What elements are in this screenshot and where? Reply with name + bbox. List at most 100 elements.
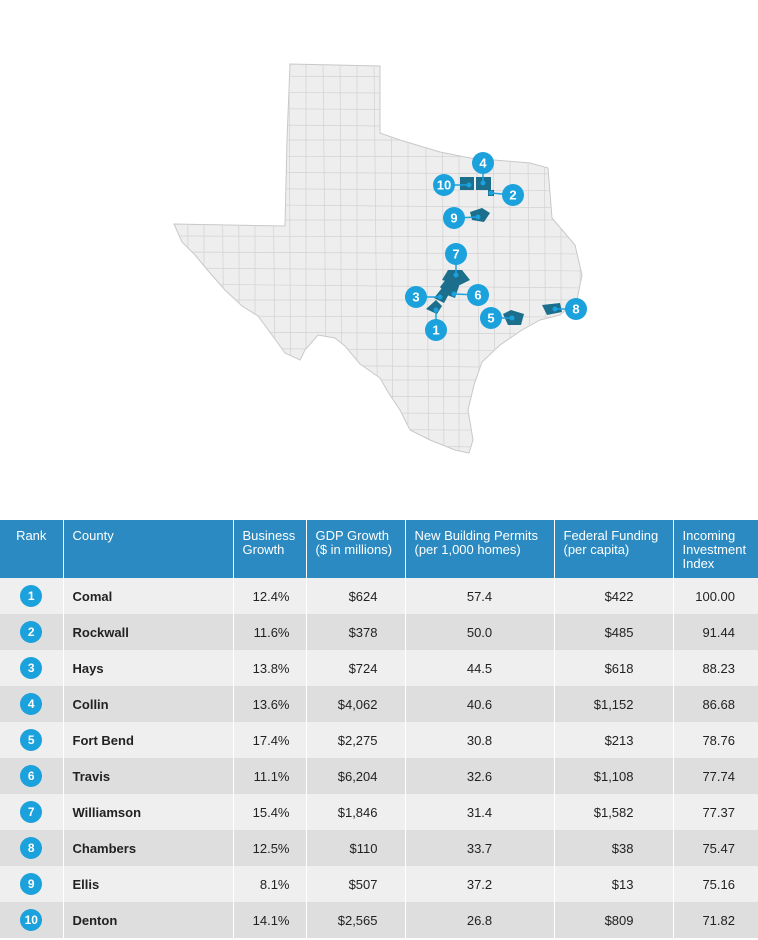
marker-badge [472,152,494,174]
marker-dot [453,272,459,278]
county-name: Fort Bend [63,722,234,758]
table-row: 7 Williamson 15.4% $1,846 31.4 $1,582 77… [0,794,758,830]
county-boundary [174,155,582,158]
investment-index-cell: 91.44 [673,614,758,650]
map-marker-travis: 6 [451,284,489,306]
rank-badge: 2 [20,621,43,643]
investment-index-cell: 75.47 [673,830,758,866]
rank-badge: 3 [20,657,43,679]
rank-badge: 1 [20,585,43,607]
header-federal-funding: Federal Funding (per capita) [554,520,674,578]
permits-cell: 31.4 [405,794,555,830]
map-marker-rockwall: 2 [488,184,524,206]
marker-rank-label: 8 [572,302,579,317]
federal-funding-cell: $485 [554,614,674,650]
county-boundary [174,411,582,415]
business-growth-cell: 17.4% [233,722,307,758]
gdp-growth-cell: $378 [306,614,406,650]
marker-rank-label: 1 [432,323,439,338]
gdp-growth-cell: $2,565 [306,902,406,938]
county-name: Denton [63,902,234,938]
gdp-growth-cell: $507 [306,866,406,902]
county-name: Travis [63,758,234,794]
marker-badge [425,319,447,341]
county-boundary [174,443,582,449]
rank-badge: 10 [20,909,43,931]
county-boundary [174,395,582,398]
federal-funding-cell: $809 [554,902,674,938]
permits-cell: 30.8 [405,722,555,758]
rank-badge: 5 [20,729,43,751]
table-row: 10 Denton 14.1% $2,565 26.8 $809 71.82 [0,902,758,938]
permits-cell: 50.0 [405,614,555,650]
table-row: 8 Chambers 12.5% $110 33.7 $38 75.47 [0,830,758,866]
table-row: 9 Ellis 8.1% $507 37.2 $13 75.16 [0,866,758,902]
permits-cell: 32.6 [405,758,555,794]
county-name: Ellis [63,866,234,902]
gdp-growth-cell: $2,275 [306,722,406,758]
texas-map: 1 2 3 4 5 6 7 8 9 10 [173,63,587,454]
business-growth-cell: 8.1% [233,866,307,902]
texas-outline [173,63,583,454]
marker-dot [475,214,481,220]
county-boundary [174,251,582,255]
marker-dot [552,306,558,312]
permits-cell: 44.5 [405,650,555,686]
county-boundary [174,235,582,238]
marker-dot [509,315,515,321]
marker-dot [437,294,443,300]
federal-funding-cell: $1,582 [554,794,674,830]
marker-badge [443,207,465,229]
map-marker-comal: 1 [425,307,447,341]
marker-rank-label: 7 [452,247,459,262]
investment-index-cell: 75.16 [673,866,758,902]
marker-dot [433,307,439,313]
marker-rank-label: 5 [487,311,494,326]
county-name: Chambers [63,830,234,866]
gdp-growth-cell: $110 [306,830,406,866]
header-county: County [63,520,234,578]
gdp-growth-cell: $724 [306,650,406,686]
gdp-growth-cell: $4,062 [306,686,406,722]
investment-index-cell: 71.82 [673,902,758,938]
business-growth-cell: 12.4% [233,578,307,614]
texas-map-svg: 1 2 3 4 56 7 8 9 10 [173,63,587,454]
county-boundary [174,427,582,432]
federal-funding-cell: $422 [554,578,674,614]
permits-cell: 33.7 [405,830,555,866]
county-name: Collin [63,686,234,722]
marker-badge [502,184,524,206]
gdp-growth-cell: $1,846 [306,794,406,830]
county-name: Comal [63,578,234,614]
marker-badge [433,174,455,196]
table-row: 6 Travis 11.1% $6,204 32.6 $1,108 77.74 [0,758,758,794]
map-marker-hays: 3 [405,286,443,308]
business-growth-cell: 13.8% [233,650,307,686]
header-business-growth: Business Growth [233,520,307,578]
investment-index-cell: 86.68 [673,686,758,722]
map-marker-fort-bend: 5 [480,307,515,329]
county-shape-chambers [542,303,562,315]
marker-rank-label: 10 [437,178,451,193]
business-growth-cell: 15.4% [233,794,307,830]
table-row: 5 Fort Bend 17.4% $2,275 30.8 $213 78.76 [0,722,758,758]
marker-dot [466,182,472,188]
rank-badge: 9 [20,873,43,895]
investment-index-cell: 77.37 [673,794,758,830]
table-header-row: Rank County Business Growth GDP Growth (… [0,520,758,578]
federal-funding-cell: $618 [554,650,674,686]
table-row: 1 Comal 12.4% $624 57.4 $422 100.00 [0,578,758,614]
county-boundary [174,267,582,272]
business-growth-cell: 12.5% [233,830,307,866]
marker-badge [405,286,427,308]
business-growth-cell: 14.1% [233,902,307,938]
county-boundary [186,64,190,453]
marker-rank-label: 2 [509,188,516,203]
marker-badge [467,284,489,306]
map-markers: 1 2 3 4 56 7 8 9 10 [405,152,587,341]
federal-funding-cell: $1,152 [554,686,674,722]
gdp-growth-cell: $6,204 [306,758,406,794]
marker-rank-label: 6 [474,288,481,303]
marker-badge [480,307,502,329]
map-marker-ellis: 9 [443,207,481,229]
